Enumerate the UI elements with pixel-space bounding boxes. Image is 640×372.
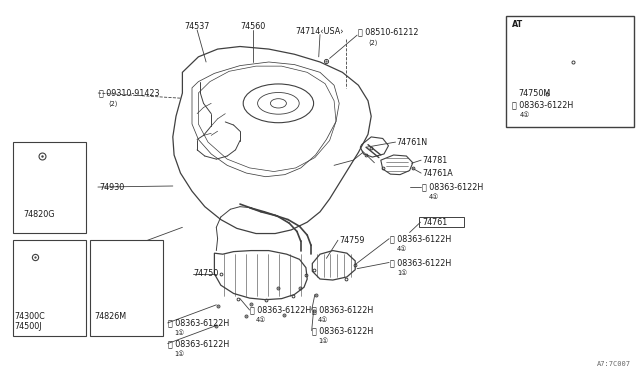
Text: 74931: 74931 — [128, 244, 153, 253]
Text: 74750: 74750 — [193, 269, 219, 278]
Text: Ⓢ 08363-6122H: Ⓢ 08363-6122H — [250, 305, 311, 314]
Text: Ⓢ 09310-91423: Ⓢ 09310-91423 — [99, 89, 160, 97]
Text: ⟨2⟩: ⟨2⟩ — [109, 101, 118, 107]
Bar — [13, 240, 86, 336]
Text: 74560: 74560 — [240, 22, 266, 31]
Text: 4①: 4① — [256, 317, 266, 323]
Text: 4①: 4① — [318, 317, 328, 323]
Text: 1①: 1① — [174, 351, 184, 357]
Text: 1①: 1① — [174, 330, 184, 336]
Text: Ⓢ 08510-61212: Ⓢ 08510-61212 — [358, 28, 419, 36]
Text: 74761N: 74761N — [397, 138, 428, 147]
Text: AT: AT — [512, 20, 524, 29]
Text: 74781: 74781 — [422, 155, 447, 165]
Bar — [419, 217, 464, 227]
Text: 74930: 74930 — [99, 183, 124, 192]
Text: 74750M: 74750M — [518, 89, 550, 97]
Bar — [90, 240, 163, 336]
Text: Ⓢ 08363-6122H: Ⓢ 08363-6122H — [390, 234, 452, 243]
Text: 4①: 4① — [397, 246, 407, 252]
Text: 4①: 4① — [429, 194, 439, 201]
Text: 4①: 4① — [520, 112, 530, 118]
Text: 74820G: 74820G — [24, 211, 55, 219]
Text: 74714‹USA›: 74714‹USA› — [296, 26, 344, 35]
Text: Ⓢ 08363-6122H: Ⓢ 08363-6122H — [512, 100, 573, 109]
Bar — [506, 16, 634, 126]
Text: A7:7C007: A7:7C007 — [596, 361, 630, 367]
Text: 74500J: 74500J — [14, 322, 42, 331]
Text: 74300C: 74300C — [14, 312, 45, 321]
Bar — [13, 142, 86, 232]
Text: 74761: 74761 — [422, 218, 447, 227]
Text: 74537: 74537 — [184, 22, 210, 31]
Text: ⟨2⟩: ⟨2⟩ — [368, 40, 378, 46]
Text: Ⓢ 08363-6122H: Ⓢ 08363-6122H — [390, 258, 452, 267]
Text: Ⓢ 08363-6122H: Ⓢ 08363-6122H — [168, 318, 229, 327]
Text: 74761A: 74761A — [422, 169, 453, 177]
Text: 74759: 74759 — [339, 236, 365, 245]
Text: Ⓢ 08363-6122H: Ⓢ 08363-6122H — [422, 183, 484, 192]
Text: Ⓢ 08363-6122H: Ⓢ 08363-6122H — [312, 305, 373, 314]
Text: 1①: 1① — [318, 338, 328, 344]
Text: Ⓢ 08363-6122H: Ⓢ 08363-6122H — [168, 339, 229, 348]
Text: 1①: 1① — [397, 270, 407, 276]
Text: Ⓢ 08363-6122H: Ⓢ 08363-6122H — [312, 326, 373, 335]
Text: 74826M: 74826M — [95, 312, 127, 321]
